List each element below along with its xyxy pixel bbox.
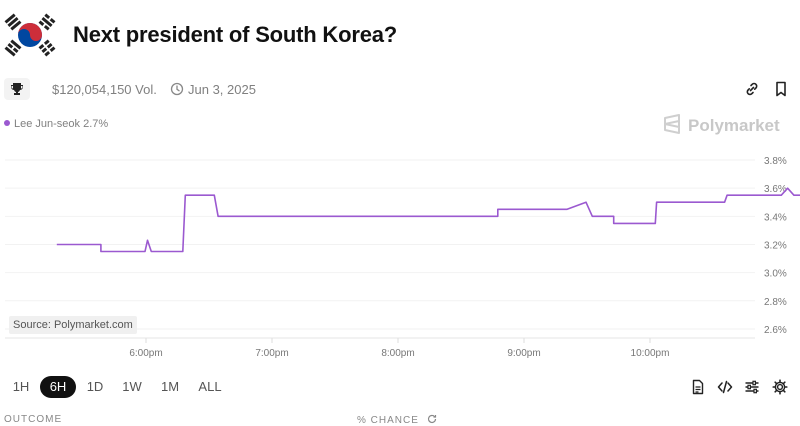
y-tick-label: 3.2%: [764, 240, 787, 251]
link-icon[interactable]: [744, 81, 760, 97]
x-tick-label: 6:00pm: [129, 348, 162, 359]
code-icon[interactable]: [717, 379, 733, 395]
y-tick-label: 2.6%: [764, 325, 787, 336]
x-tick-label: 7:00pm: [255, 348, 288, 359]
x-tick-label: 10:00pm: [631, 348, 670, 359]
x-tick-label: 9:00pm: [507, 348, 540, 359]
y-tick-label: 3.4%: [764, 212, 787, 223]
polymarket-brand: Polymarket: [662, 114, 780, 136]
outcome-header: OUTCOME: [4, 414, 63, 425]
legend-label: Lee Jun-seok 2.7%: [14, 118, 109, 130]
y-tick-label: 3.0%: [764, 269, 787, 280]
gear-icon[interactable]: [772, 379, 788, 395]
tab-1h[interactable]: 1H: [12, 379, 30, 394]
volume-text: $120,054,150 Vol.: [52, 82, 157, 97]
tab-6h[interactable]: 6H: [40, 376, 76, 398]
polymarket-logo: [664, 114, 680, 134]
tab-all[interactable]: ALL: [198, 379, 222, 394]
x-tick-label: 8:00pm: [381, 348, 414, 359]
market-meta: $120,054,150 Vol. Jun 3, 2025: [0, 76, 800, 102]
y-tick-label: 2.8%: [764, 297, 787, 308]
market-header: Next president of South Korea?: [0, 0, 800, 72]
series-line-lee-jun-seok: [56, 187, 800, 253]
clock-icon: [170, 82, 184, 96]
x-axis-ticks: 6:00pm 7:00pm 8:00pm 9:00pm 10:00pm: [129, 338, 669, 359]
chance-header-label: % CHANCE: [357, 415, 419, 426]
market-title: Next president of South Korea?: [73, 22, 398, 47]
document-icon[interactable]: [691, 379, 705, 395]
series-group: [56, 187, 800, 253]
bookmark-icon[interactable]: [774, 81, 788, 97]
sliders-icon[interactable]: [744, 379, 760, 395]
south-korea-flag: [2, 10, 58, 60]
trophy-icon: [4, 78, 30, 100]
tab-1m[interactable]: 1M: [160, 379, 180, 394]
chart-source: Source: Polymarket.com: [9, 316, 137, 334]
y-tick-label: 3.6%: [764, 184, 787, 195]
brand-name: Polymarket: [688, 116, 780, 135]
y-tick-label: 3.8%: [764, 156, 787, 167]
refresh-icon[interactable]: [427, 414, 437, 424]
chart-legend: Lee Jun-seok 2.7%: [4, 118, 108, 130]
chance-header: % CHANCE: [357, 414, 437, 426]
end-date: Jun 3, 2025: [188, 82, 256, 97]
chart-grid: [5, 159, 755, 339]
tab-1w[interactable]: 1W: [122, 379, 142, 394]
tab-1d[interactable]: 1D: [86, 379, 104, 394]
legend-dot: [4, 120, 10, 126]
y-axis-ticks: 3.8% 3.6% 3.4% 3.2% 3.0% 2.8% 2.6%: [764, 156, 787, 336]
